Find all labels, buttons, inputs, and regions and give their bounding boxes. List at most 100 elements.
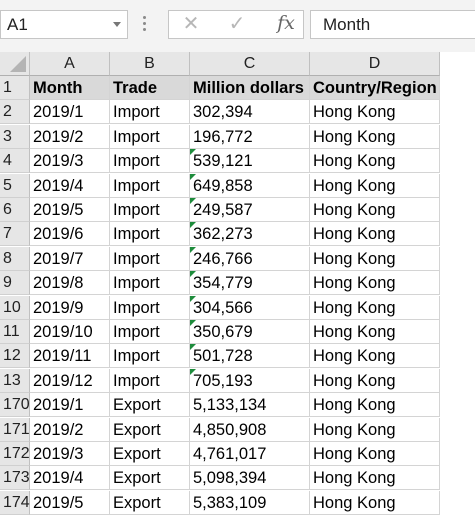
error-indicator-icon[interactable]	[190, 271, 196, 277]
cell-b8[interactable]: Import	[110, 247, 190, 271]
cell-d174[interactable]: Hong Kong	[310, 491, 440, 515]
cell-d172[interactable]: Hong Kong	[310, 442, 440, 466]
cell-a6[interactable]: 2019/5	[30, 198, 110, 222]
chevron-down-icon[interactable]	[113, 22, 121, 27]
cell-d13[interactable]: Hong Kong	[310, 369, 440, 393]
cell-a5[interactable]: 2019/4	[30, 174, 110, 198]
cell-a11[interactable]: 2019/10	[30, 320, 110, 344]
cell-b172[interactable]: Export	[110, 442, 190, 466]
close-icon[interactable]: ✕	[182, 13, 200, 35]
cell-c5[interactable]: 649,858	[190, 174, 310, 198]
cell-a13[interactable]: 2019/12	[30, 369, 110, 393]
row-header[interactable]: 170	[0, 393, 30, 417]
row-header[interactable]: 1	[0, 76, 30, 100]
error-indicator-icon[interactable]	[190, 222, 196, 228]
cell-c7[interactable]: 362,273	[190, 222, 310, 246]
cell-a12[interactable]: 2019/11	[30, 344, 110, 368]
cell-d171[interactable]: Hong Kong	[310, 418, 440, 442]
cell-b13[interactable]: Import	[110, 369, 190, 393]
cell-b7[interactable]: Import	[110, 222, 190, 246]
cell-b9[interactable]: Import	[110, 271, 190, 295]
cell-b4[interactable]: Import	[110, 149, 190, 173]
name-box[interactable]: A1	[0, 10, 128, 39]
cell-b2[interactable]: Import	[110, 100, 190, 124]
error-indicator-icon[interactable]	[190, 320, 196, 326]
cell-b170[interactable]: Export	[110, 393, 190, 417]
cell-b6[interactable]: Import	[110, 198, 190, 222]
insert-function-icon[interactable]: fx	[277, 12, 295, 34]
row-header[interactable]: 7	[0, 222, 30, 246]
cell-c13[interactable]: 705,193	[190, 369, 310, 393]
cell-b3[interactable]: Import	[110, 125, 190, 149]
cell-d10[interactable]: Hong Kong	[310, 296, 440, 320]
row-header[interactable]: 12	[0, 344, 30, 368]
row-header[interactable]: 3	[0, 125, 30, 149]
cell-d3[interactable]: Hong Kong	[310, 125, 440, 149]
error-indicator-icon[interactable]	[190, 344, 196, 350]
cell-c11[interactable]: 350,679	[190, 320, 310, 344]
cell-c172[interactable]: 4,761,017	[190, 442, 310, 466]
cell-a3[interactable]: 2019/2	[30, 125, 110, 149]
row-header[interactable]: 13	[0, 369, 30, 393]
row-header[interactable]: 10	[0, 296, 30, 320]
cell-b10[interactable]: Import	[110, 296, 190, 320]
cell-b12[interactable]: Import	[110, 344, 190, 368]
cell-c1[interactable]: Million dollars	[190, 76, 310, 100]
row-header[interactable]: 6	[0, 198, 30, 222]
cell-b11[interactable]: Import	[110, 320, 190, 344]
error-indicator-icon[interactable]	[190, 296, 196, 302]
cell-c10[interactable]: 304,566	[190, 296, 310, 320]
cell-b173[interactable]: Export	[110, 466, 190, 490]
cell-c8[interactable]: 246,766	[190, 247, 310, 271]
cell-c171[interactable]: 4,850,908	[190, 418, 310, 442]
check-icon[interactable]: ✓	[228, 13, 246, 35]
row-header[interactable]: 174	[0, 491, 30, 515]
cell-d9[interactable]: Hong Kong	[310, 271, 440, 295]
cell-d11[interactable]: Hong Kong	[310, 320, 440, 344]
row-header[interactable]: 11	[0, 320, 30, 344]
cell-d173[interactable]: Hong Kong	[310, 466, 440, 490]
cell-d1[interactable]: Country/Region	[310, 76, 440, 100]
row-header[interactable]: 4	[0, 149, 30, 173]
row-header[interactable]: 9	[0, 271, 30, 295]
error-indicator-icon[interactable]	[190, 198, 196, 204]
cell-c2[interactable]: 302,394	[190, 100, 310, 124]
more-options-icon[interactable]	[143, 13, 147, 37]
cell-b1[interactable]: Trade	[110, 76, 190, 100]
cell-c170[interactable]: 5,133,134	[190, 393, 310, 417]
column-header-a[interactable]: A	[30, 52, 110, 76]
cell-d170[interactable]: Hong Kong	[310, 393, 440, 417]
cell-c12[interactable]: 501,728	[190, 344, 310, 368]
cell-c4[interactable]: 539,121	[190, 149, 310, 173]
cell-a170[interactable]: 2019/1	[30, 393, 110, 417]
cell-c3[interactable]: 196,772	[190, 125, 310, 149]
cell-a172[interactable]: 2019/3	[30, 442, 110, 466]
cell-a8[interactable]: 2019/7	[30, 247, 110, 271]
cell-d2[interactable]: Hong Kong	[310, 100, 440, 124]
cell-a9[interactable]: 2019/8	[30, 271, 110, 295]
formula-input[interactable]: Month	[310, 10, 475, 39]
cell-d5[interactable]: Hong Kong	[310, 174, 440, 198]
row-header[interactable]: 173	[0, 466, 30, 490]
cell-c173[interactable]: 5,098,394	[190, 466, 310, 490]
error-indicator-icon[interactable]	[190, 369, 196, 375]
cell-a174[interactable]: 2019/5	[30, 491, 110, 515]
row-header[interactable]: 5	[0, 174, 30, 198]
cell-b174[interactable]: Export	[110, 491, 190, 515]
cell-b5[interactable]: Import	[110, 174, 190, 198]
row-header[interactable]: 171	[0, 418, 30, 442]
row-header[interactable]: 8	[0, 247, 30, 271]
cell-a171[interactable]: 2019/2	[30, 418, 110, 442]
cell-a10[interactable]: 2019/9	[30, 296, 110, 320]
cell-d12[interactable]: Hong Kong	[310, 344, 440, 368]
cell-c9[interactable]: 354,779	[190, 271, 310, 295]
error-indicator-icon[interactable]	[190, 149, 196, 155]
cell-d4[interactable]: Hong Kong	[310, 149, 440, 173]
error-indicator-icon[interactable]	[190, 174, 196, 180]
cell-a7[interactable]: 2019/6	[30, 222, 110, 246]
cell-a1[interactable]: Month	[30, 76, 110, 100]
row-header[interactable]: 172	[0, 442, 30, 466]
cell-c6[interactable]: 249,587	[190, 198, 310, 222]
column-header-b[interactable]: B	[110, 52, 190, 76]
select-all-button[interactable]	[0, 52, 30, 76]
